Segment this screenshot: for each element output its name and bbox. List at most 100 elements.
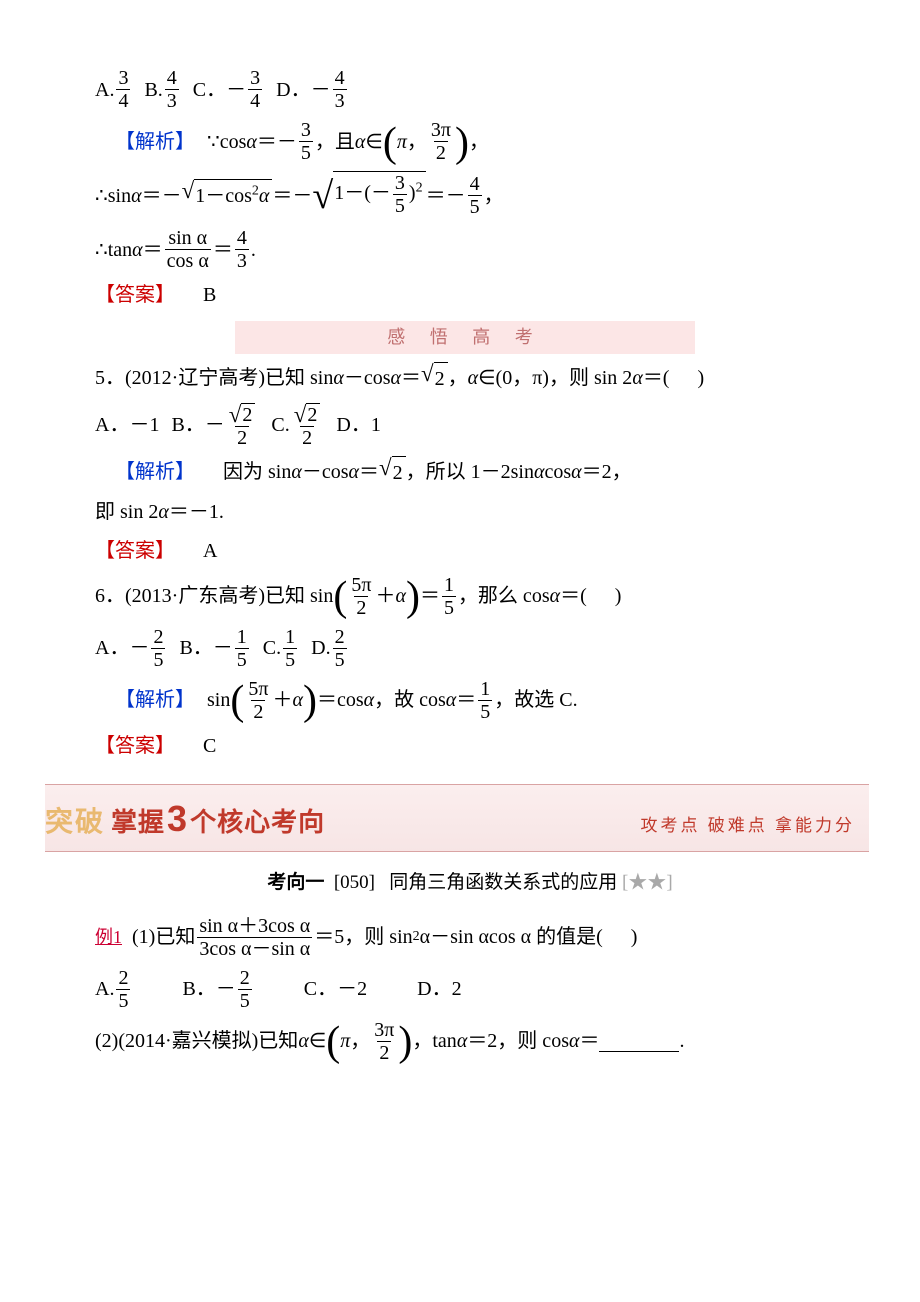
opt: D. (311, 632, 330, 664)
eq: ＝ (456, 684, 476, 716)
q5-stem: 5．(2012·辽宁高考)已知 sin α －cos α ＝ √2 ， α∈(0… (95, 362, 845, 395)
plus: ＋ (272, 684, 292, 716)
alpha: α (259, 185, 270, 207)
neg: － (446, 180, 466, 212)
answer-value: B (203, 279, 216, 311)
frac-1-5: 15 (442, 574, 456, 619)
text: 6．(2013·广东高考)已知 sin (95, 580, 333, 612)
alpha: α (391, 362, 402, 394)
period: . (251, 234, 256, 266)
alpha: α (632, 362, 643, 394)
text: ，那么 cos (458, 580, 550, 612)
alpha: α (569, 1025, 580, 1057)
answer-label: 【答案】 (95, 279, 175, 311)
ex1-part2: (2)(2014·嘉兴模拟)已知 α∈ ( π， 3π2 ) ，tan α ＝2… (95, 1019, 845, 1064)
lparen-icon: ( (383, 126, 397, 162)
section-banner-ganwu: 感 悟 高 考 (235, 321, 695, 354)
rparen: ) (631, 921, 638, 953)
q6-answer: 【答案】 C (95, 730, 845, 762)
alpha: α (571, 456, 582, 488)
opt: D． (276, 74, 310, 106)
alpha: α (246, 126, 257, 158)
alpha: α (131, 180, 142, 212)
q6-stem: 6．(2013·广东高考)已知 sin ( 5π2 ＋α ) ＝ 15 ，那么 … (95, 574, 845, 619)
q5-options: A．－1 B．－ √22 C. √22 D．1 (95, 402, 845, 449)
text: 1－(－ (334, 182, 391, 204)
frac-1-5: 15 (478, 678, 492, 723)
sup2: 2 (416, 180, 423, 195)
alpha: α (468, 362, 479, 394)
alpha: α (291, 456, 302, 488)
alpha: α (364, 684, 375, 716)
opt: B． (182, 973, 215, 1005)
frac-2-5: 25 (116, 967, 130, 1012)
text: cos (544, 456, 571, 488)
text: ＝－1. (169, 496, 224, 528)
text: 同角三角函数关系式的应用 (389, 872, 617, 893)
text: 因为 sin (223, 456, 291, 488)
q6-options: A．－ 25 B．－ 15 C. 15 D. 25 (95, 626, 845, 671)
alpha: α (457, 1025, 468, 1057)
text: －cos (302, 456, 349, 488)
alpha: α (395, 580, 406, 612)
opt: D．2 (417, 973, 461, 1005)
text: ＝2，则 cos (467, 1025, 569, 1057)
text: 考向一 (267, 872, 324, 893)
text: ∈(0，π)，则 sin 2 (478, 362, 632, 394)
text: (2)(2014·嘉兴模拟)已知 (95, 1025, 298, 1057)
text: ＝2， (582, 456, 632, 488)
neg: － (205, 409, 225, 441)
neg: － (213, 632, 233, 664)
pi: π (340, 1025, 350, 1057)
sup2: 2 (413, 926, 420, 948)
plus: ＋ (375, 580, 395, 612)
opt: C. (263, 632, 281, 664)
eq: ＝ (426, 180, 446, 212)
in: ∈ (365, 126, 382, 158)
text: －cos (344, 362, 391, 394)
comma: ， (469, 126, 489, 158)
sup2: 2 (252, 183, 259, 198)
frac-3-4: 34 (116, 67, 130, 112)
text: ，故选 C. (494, 684, 577, 716)
ex1-options: A. 25 B．－ 25 C．－2 D．2 (95, 967, 845, 1012)
frac-r2-2: √22 (227, 402, 258, 449)
example-label: 例1 (95, 923, 122, 952)
text: ＝5，则 sin (314, 921, 412, 953)
eq: ＝ (213, 234, 233, 266)
frac-sin-cos: sin αcos α (165, 227, 211, 272)
opt: C． (193, 74, 226, 106)
opt: A. (95, 74, 114, 106)
text: ，所以 1－2sin (406, 456, 534, 488)
frac-3pi-2: 3π2 (429, 119, 453, 164)
text: ＝cos (317, 684, 364, 716)
answer-label: 【答案】 (95, 730, 175, 762)
alpha: α (550, 580, 561, 612)
fill-blank[interactable] (599, 1031, 679, 1052)
answer-value: A (203, 535, 217, 567)
q6-jiexi: 【解析】 sin ( 5π2 ＋α ) ＝cos α ，故 cos α ＝ 15… (115, 678, 845, 723)
alpha: α (298, 1025, 309, 1057)
rparen-icon: ) (406, 580, 420, 616)
opt: C．－2 (304, 973, 367, 1005)
in: ∈ (309, 1025, 326, 1057)
frac-4-3: 43 (235, 227, 249, 272)
sqrt2: √2 (379, 456, 406, 489)
frac-3-5: 35 (393, 172, 407, 217)
jiexi-label: 【解析】 (115, 456, 195, 488)
text: 即 sin 2 (95, 496, 158, 528)
frac-big: sin α＋3cos α3cos α－sin α (197, 915, 312, 960)
jiexi-label: 【解析】 (115, 126, 195, 158)
answer-label: 【答案】 (95, 535, 175, 567)
lparen-icon: ( (326, 1025, 340, 1061)
neg-sign: － (311, 74, 331, 106)
rparen-icon: ) (398, 1025, 412, 1061)
frac-1-5: 15 (235, 626, 249, 671)
alpha: α (446, 684, 457, 716)
text: 掌握 (111, 808, 165, 837)
comma: ， (484, 180, 504, 212)
q5-jiexi-2: 即 sin 2α ＝－1. (95, 496, 845, 528)
text: 个核心考向 (190, 808, 325, 837)
opt: A. (95, 973, 114, 1005)
alpha: α (349, 456, 360, 488)
